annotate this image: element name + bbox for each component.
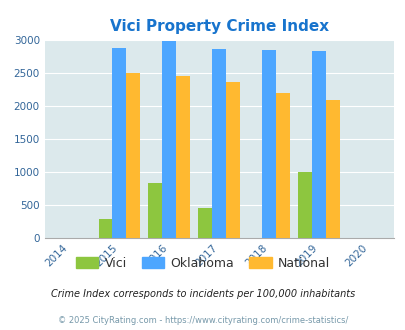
Bar [98, 219, 112, 238]
Bar [162, 41, 176, 238]
Bar [275, 93, 289, 238]
Bar [176, 76, 190, 238]
Legend: Vici, Oklahoma, National: Vici, Oklahoma, National [70, 252, 335, 275]
Bar [262, 50, 275, 238]
Bar [311, 51, 325, 238]
Bar [198, 208, 212, 238]
Title: Vici Property Crime Index: Vici Property Crime Index [109, 19, 328, 34]
Bar [112, 48, 126, 238]
Bar [126, 73, 140, 238]
Bar [297, 172, 311, 238]
Text: © 2025 CityRating.com - https://www.cityrating.com/crime-statistics/: © 2025 CityRating.com - https://www.city… [58, 316, 347, 325]
Bar [226, 82, 240, 238]
Text: Crime Index corresponds to incidents per 100,000 inhabitants: Crime Index corresponds to incidents per… [51, 289, 354, 299]
Bar [148, 183, 162, 238]
Bar [212, 49, 226, 238]
Bar [325, 100, 339, 238]
